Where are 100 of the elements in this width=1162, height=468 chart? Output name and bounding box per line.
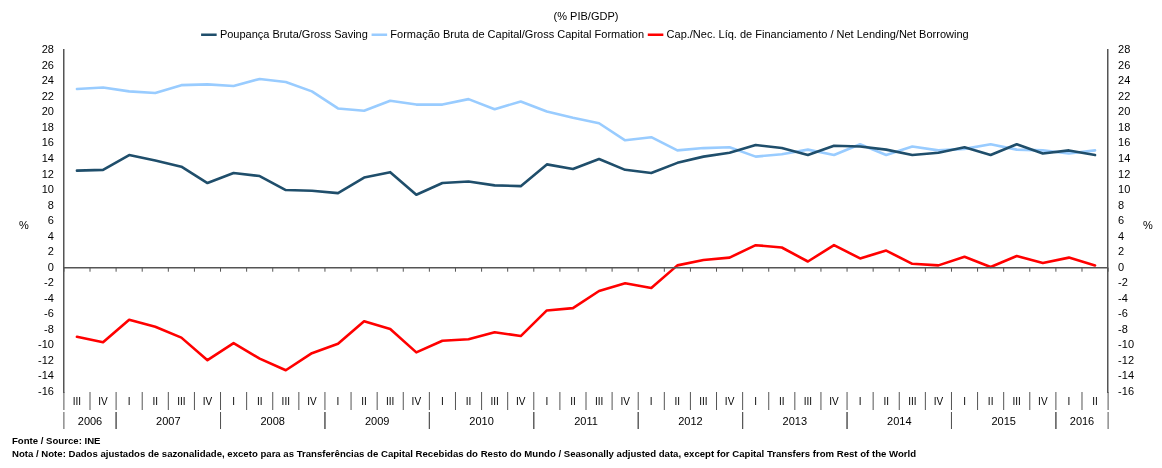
y-tick-label: -14 bbox=[37, 369, 54, 382]
x-tick-label: II bbox=[152, 395, 159, 407]
text: Nota / Note: Dados ajustados de sazonalidade, exceto para as Transferências de Capital Recebidas do Resto do Mundo / Seasonally adjusted data, except for Capital Transfers from Rest of the World bbox=[12, 447, 917, 460]
x-tick-label: I bbox=[232, 395, 235, 407]
y-tick-label: -4 bbox=[44, 291, 54, 304]
text: 2016 bbox=[1069, 414, 1095, 427]
text: 2011 bbox=[574, 414, 598, 427]
legend-label: Poupança Bruta/Gross Saving bbox=[219, 27, 368, 40]
x-tick-label: I bbox=[127, 395, 131, 407]
y-tick-label: -12 bbox=[37, 353, 54, 366]
y-tick-label: 22 bbox=[41, 89, 54, 102]
y-tick-label: -8 bbox=[44, 322, 54, 335]
legend-label: Cap./Nec. Líq. de Financiamento / Net Lending/Net Borrowing bbox=[666, 27, 969, 40]
x-tick-label: III bbox=[177, 395, 186, 407]
chart-title: (% PIB/GDP) bbox=[553, 9, 619, 22]
x-tick-label: I bbox=[441, 395, 444, 407]
y-tick-label: -10 bbox=[37, 338, 54, 351]
y2-tick-label: 10 bbox=[1118, 183, 1131, 196]
y2-tick-label: 20 bbox=[1118, 105, 1131, 118]
x-tick-label: II bbox=[1092, 395, 1098, 407]
y-tick-label: -6 bbox=[44, 307, 54, 320]
y2-tick-label: 22 bbox=[1118, 89, 1131, 102]
y-tick-label: 6 bbox=[47, 214, 54, 227]
x-tick-label: IV bbox=[202, 395, 213, 407]
y-tick-label: 2 bbox=[47, 245, 54, 258]
x-tick-label: IV bbox=[516, 395, 526, 407]
x-tick-label: IV bbox=[724, 395, 735, 407]
x-tick-label: II bbox=[361, 395, 367, 407]
y2-tick-label: -10 bbox=[1118, 338, 1135, 351]
y2-tick-label: 14 bbox=[1118, 151, 1131, 164]
y-tick-label: 0 bbox=[47, 260, 54, 273]
x-tick-label: I bbox=[1067, 395, 1071, 407]
y2-tick-label: 18 bbox=[1118, 120, 1131, 133]
x-tick-label: III bbox=[699, 395, 708, 407]
text: 2010 bbox=[469, 414, 494, 427]
y2-tick-label: 28 bbox=[1118, 43, 1131, 56]
x-tick-label: III bbox=[490, 395, 499, 407]
y2-tick-label: -14 bbox=[1118, 369, 1135, 382]
y-tick-label: 4 bbox=[47, 229, 54, 242]
x-tick-label: IV bbox=[307, 395, 317, 407]
x-tick-label: II bbox=[779, 395, 785, 407]
y-tick-label: 8 bbox=[47, 198, 54, 211]
y-tick-label: 12 bbox=[41, 167, 54, 180]
x-tick-label: III bbox=[1012, 395, 1021, 407]
x-tick-label: IV bbox=[98, 395, 109, 407]
x-tick-label: IV bbox=[411, 395, 422, 407]
x-tick-label: IV bbox=[933, 395, 944, 407]
y-tick-label: 26 bbox=[41, 58, 54, 71]
y-tick-label: 20 bbox=[41, 105, 54, 118]
y2-tick-label: -16 bbox=[1118, 385, 1135, 398]
x-tick-label: IV bbox=[1038, 395, 1048, 407]
x-tick-label: II bbox=[883, 395, 889, 407]
y2-tick-label: -6 bbox=[1118, 307, 1128, 320]
y2-tick-label: -12 bbox=[1118, 353, 1135, 366]
text: 2012 bbox=[678, 414, 703, 427]
y2-tick-label: 12 bbox=[1118, 167, 1131, 180]
y-tick-label: -16 bbox=[37, 385, 54, 398]
x-tick-label: III bbox=[803, 395, 813, 407]
x-tick-label: III bbox=[281, 395, 290, 407]
x-tick-label: I bbox=[545, 395, 549, 407]
y2-tick-label: 24 bbox=[1118, 74, 1131, 87]
y2-tick-label: 16 bbox=[1118, 136, 1131, 149]
x-tick-label: II bbox=[570, 395, 576, 407]
y-tick-label: 10 bbox=[41, 183, 54, 196]
x-tick-label: IV bbox=[829, 395, 840, 407]
text: 2007 bbox=[156, 414, 181, 427]
y2-tick-label: -4 bbox=[1118, 291, 1128, 304]
x-tick-label: I bbox=[754, 395, 758, 407]
x-tick-label: III bbox=[72, 395, 82, 407]
text: 2013 bbox=[782, 414, 808, 427]
x-tick-label: II bbox=[465, 395, 472, 407]
y-tick-label: 28 bbox=[41, 43, 54, 56]
y2-tick-label: -2 bbox=[1118, 276, 1128, 289]
y2-tick-label: 26 bbox=[1118, 58, 1131, 71]
y-tick-label: -2 bbox=[44, 276, 54, 289]
x-tick-label: I bbox=[858, 395, 862, 407]
text: 2015 bbox=[991, 414, 1016, 427]
text: 2009 bbox=[364, 414, 390, 427]
x-tick-label: II bbox=[987, 395, 994, 407]
x-tick-label: I bbox=[649, 395, 653, 407]
text: 2014 bbox=[887, 414, 912, 427]
text: 2006 bbox=[77, 414, 103, 427]
x-tick-label: II bbox=[674, 395, 681, 407]
x-tick-label: III bbox=[386, 395, 395, 407]
y2-tick-label: -8 bbox=[1118, 322, 1128, 335]
x-tick-label: III bbox=[594, 395, 604, 407]
y2-tick-label: 0 bbox=[1118, 260, 1125, 273]
y-axis-title: % bbox=[19, 219, 30, 232]
x-tick-label: III bbox=[908, 395, 917, 407]
y2-tick-label: 8 bbox=[1118, 198, 1125, 211]
y2-tick-label: 4 bbox=[1118, 229, 1125, 242]
legend-label: Formação Bruta de Capital/Gross Capital Formation bbox=[390, 27, 645, 40]
y2-tick-label: 6 bbox=[1118, 214, 1125, 227]
x-tick-label: I bbox=[963, 395, 966, 407]
x-tick-label: IV bbox=[620, 395, 631, 407]
y2-axis-title: % bbox=[1143, 219, 1154, 232]
y2-tick-label: 2 bbox=[1118, 245, 1125, 258]
y-tick-label: 18 bbox=[41, 120, 54, 133]
x-tick-label: I bbox=[336, 395, 340, 407]
text: 2008 bbox=[260, 414, 285, 427]
